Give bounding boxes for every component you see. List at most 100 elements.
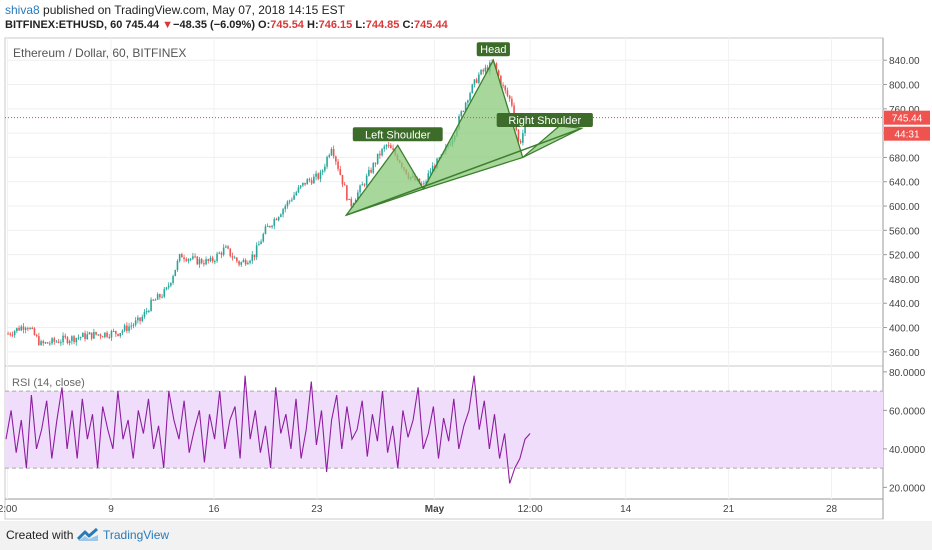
pattern-labels: Left Shoulder Head Right Shoulder [352,42,593,142]
publish-line: shiva8 published on TradingView.com, May… [5,3,345,17]
candle-body [295,192,298,196]
candle-body [425,181,427,184]
candle-body [429,171,432,174]
time-tick-label: 21 [723,504,735,515]
tradingview-logo-icon[interactable] [77,527,99,543]
countdown-tag [884,126,930,141]
candle-body [319,172,322,179]
candle-body [205,259,207,265]
candle-body [379,153,381,156]
candle-body [9,333,12,335]
candle-body [506,90,509,96]
price-tick-label: 600.00 [889,202,920,213]
candle-body [473,79,476,85]
candle-body [64,335,67,338]
candle-body [288,200,291,202]
candle-body [374,163,377,165]
tradingview-link[interactable]: TradingView [103,528,170,542]
candle-body [185,259,188,261]
rsi-series [5,375,531,484]
candle-body [236,257,238,262]
close-value: 745.44 [414,19,448,31]
candle-body [222,247,225,255]
candle-body [117,333,119,336]
candle-body [343,184,346,186]
candle-body [370,169,372,173]
candle-body [139,317,141,321]
candle-body [187,259,190,261]
price-change: −48.35 (−6.09%) [173,19,255,31]
candle-body [387,145,390,147]
candle-body [152,299,155,301]
candle-body [110,331,113,338]
candle-body [271,225,273,227]
candle-body [280,214,282,217]
candle-body [66,337,69,344]
candle-body [471,84,474,94]
candle-body [497,70,500,76]
candle-body [524,124,526,134]
candle-body [293,195,295,200]
candle-body [24,328,27,330]
rsi-axis: 80.0000 60.0000 40.0000 20.0000 [883,368,926,494]
candle-body [247,262,249,265]
candle-body [174,269,177,277]
candle-body [324,166,326,171]
candle-body [115,331,117,334]
neckline[interactable] [346,127,582,216]
candle-body [460,111,463,117]
candle-body [27,328,29,330]
candle-body [420,183,423,185]
high-value: 746.15 [318,19,353,31]
candle-body [178,254,181,261]
candle-body [154,299,157,301]
candle-body [304,182,306,185]
right-shoulder-shape[interactable] [522,125,584,159]
candle-body [183,257,185,260]
candle-body [141,316,144,321]
author-link[interactable]: shiva8 [5,3,40,17]
pattern-label-box [352,127,443,142]
candle-body [381,148,383,156]
grid-lines [5,38,883,499]
candle-body [330,149,333,156]
candle-body [385,145,388,147]
candle-body [196,256,199,265]
candle-body [464,102,467,111]
candle-body [53,338,56,342]
symbol-line: BITFINEX:ETHUSD, 60 745.44 ▼−48.35 (−6.0… [5,19,448,31]
candle-body [238,261,240,265]
candle-body [517,129,520,141]
candlestick-series [7,59,531,347]
candle-body [101,336,104,338]
rsi-line [5,375,531,484]
candle-body [13,331,16,336]
open-label: O: [258,19,271,31]
candle-body [519,140,522,143]
time-axis[interactable]: 2:00 9 16 23 May 12:00 14 21 28 [0,504,838,515]
open-value: 745.54 [270,19,304,31]
candle-body [49,343,51,345]
candle-body [469,93,471,101]
head-shoulders-pattern[interactable] [344,58,584,217]
rsi-tick-label: 20.0000 [889,483,926,494]
candle-body [44,342,47,344]
left-shoulder-shape[interactable] [344,144,425,217]
candle-body [508,95,511,99]
candle-body [216,253,218,261]
candle-body [159,294,161,298]
candle-body [482,69,485,72]
candle-body [106,332,108,337]
price-tick-label: 560.00 [889,226,920,237]
candle-body [467,100,469,103]
price-axis[interactable]: 840.00800.00760.00720.00680.00640.00600.… [883,56,920,359]
candle-body [522,133,524,143]
price-chart[interactable]: 840.00800.00760.00720.00680.00640.00600.… [0,0,932,521]
head-shape[interactable] [422,58,524,191]
candle-body [38,336,40,346]
candle-body [390,145,392,149]
candle-body [62,335,64,343]
time-tick-label: 28 [826,504,838,515]
candle-body [176,260,179,270]
candle-body [88,332,91,335]
